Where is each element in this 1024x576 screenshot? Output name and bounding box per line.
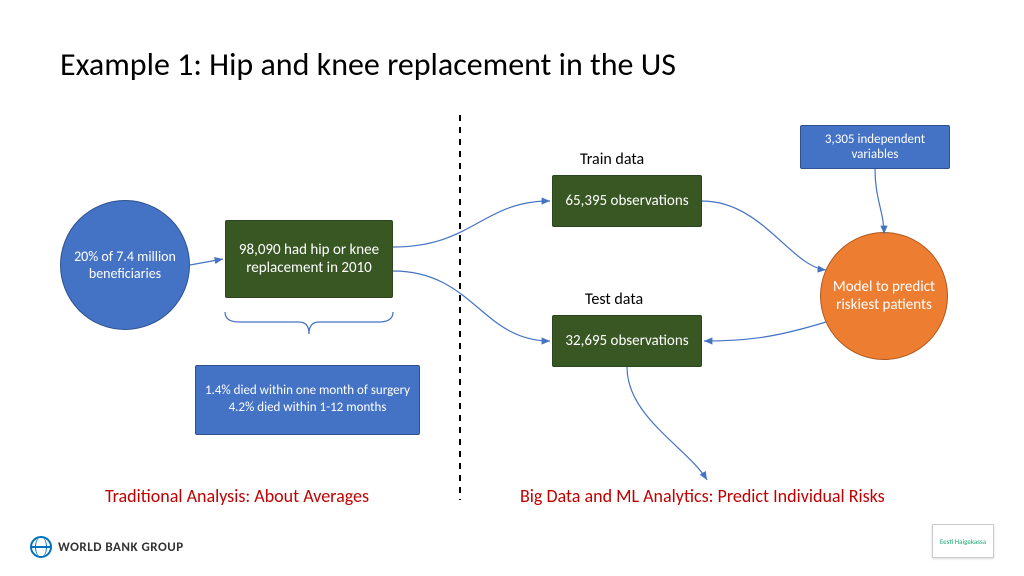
node-test-observations: 32,695 observations <box>552 315 702 367</box>
node-model: Model to predict riskiest patients <box>820 232 948 360</box>
caption-bigdata: Big Data and ML Analytics: Predict Indiv… <box>520 485 885 507</box>
edge-beneficiaries-surgeries <box>190 259 223 265</box>
stats-line-2: 4.2% died within 1-12 months <box>205 400 410 417</box>
slide-stage: Example 1: Hip and knee replacement in t… <box>0 0 1024 576</box>
node-stats: 1.4% died within one month of surgery 4.… <box>195 365 420 435</box>
edge-surgeries-train <box>393 201 550 247</box>
brace-under-surgeries <box>225 312 393 334</box>
eesti-text: Eesti Haigekassa <box>940 537 986 546</box>
edge-test-down <box>627 367 707 480</box>
worldbank-text: WORLD BANK GROUP <box>58 540 184 555</box>
logo-worldbank: WORLD BANK GROUP <box>30 536 184 558</box>
stats-line-1: 1.4% died within one month of surgery <box>205 383 410 400</box>
edge-variables-model <box>875 169 884 234</box>
label-test-data: Test data <box>585 290 643 309</box>
node-train-observations: 65,395 observations <box>552 175 702 227</box>
node-variables: 3,305 independent variables <box>800 125 950 169</box>
edge-surgeries-test <box>393 271 550 341</box>
caption-traditional: Traditional Analysis: About Averages <box>105 485 369 507</box>
label-train-data: Train data <box>580 150 644 169</box>
node-surgeries: 98,090 had hip or knee replacement in 20… <box>225 220 393 298</box>
node-beneficiaries: 20% of 7.4 million beneficiaries <box>60 200 190 330</box>
slide-title: Example 1: Hip and knee replacement in t… <box>60 45 676 84</box>
edge-train-model <box>702 201 826 270</box>
globe-icon <box>30 536 52 558</box>
logo-eesti: Eesti Haigekassa <box>932 524 994 558</box>
edge-model-test <box>704 322 826 341</box>
